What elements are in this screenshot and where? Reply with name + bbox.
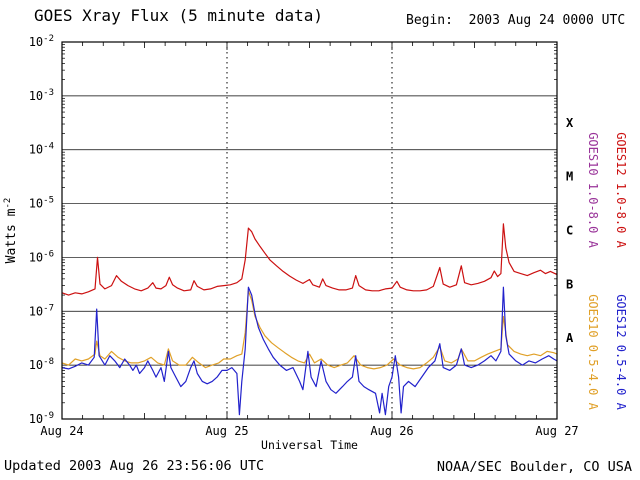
series-goes10-0-5-4-0-a — [61, 290, 558, 370]
y-tick-label: 10-4 — [29, 142, 54, 157]
channel-label: GOES10 0.5-4.0 A — [586, 294, 600, 410]
y-tick-label: 10-7 — [29, 303, 54, 318]
credit-text: NOAA/SEC Boulder, CO USA — [436, 459, 632, 475]
x-axis-label: Universal Time — [261, 438, 358, 452]
x-tick-label: Aug 24 — [40, 424, 83, 438]
channel-label: GOES10 1.0-8.0 A — [586, 132, 600, 248]
plot-frame — [61, 41, 558, 420]
y-tick-label: 10-2 — [29, 34, 54, 49]
channel-label: GOES12 1.0-8.0 A — [614, 132, 628, 248]
flare-class-label: A — [566, 331, 574, 345]
y-axis-label: Watts m-2 — [3, 198, 19, 264]
y-tick-label: 10-8 — [29, 357, 54, 372]
x-tick-label: Aug 26 — [370, 424, 413, 438]
flare-class-label: C — [566, 224, 573, 238]
y-tick-label: 10-9 — [29, 411, 54, 426]
channel-label: GOES12 0.5-4.0 A — [614, 294, 628, 410]
flare-class-label: B — [566, 277, 573, 291]
x-tick-label: Aug 25 — [205, 424, 248, 438]
updated-timestamp: Updated 2003 Aug 26 23:56:06 UTC — [4, 458, 265, 474]
y-tick-label: 10-6 — [29, 249, 54, 264]
y-tick-label: 10-3 — [29, 88, 54, 103]
flare-class-label: X — [566, 116, 574, 130]
series-goes12-1-0-8-0-a — [61, 223, 558, 296]
begin-timestamp: Begin: 2003 Aug 24 0000 UTC — [406, 13, 626, 28]
x-tick-label: Aug 27 — [535, 424, 578, 438]
y-tick-label: 10-5 — [29, 196, 54, 211]
chart-title: GOES Xray Flux (5 minute data) — [34, 6, 323, 25]
flare-class-label: M — [566, 170, 573, 184]
series-goes12-0-5-4-0-a — [61, 286, 558, 416]
